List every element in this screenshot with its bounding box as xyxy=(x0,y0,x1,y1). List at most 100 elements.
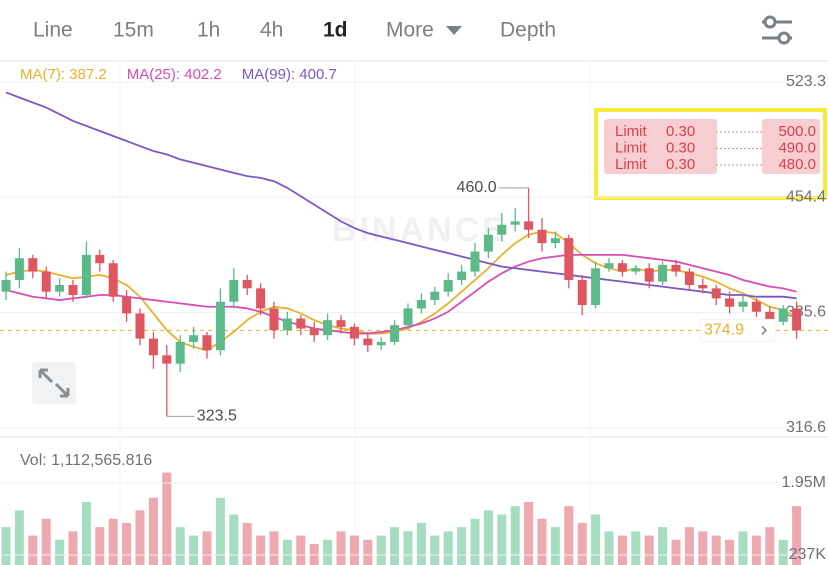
candle-body xyxy=(564,238,574,280)
volume-bar xyxy=(591,514,601,565)
candle-body xyxy=(577,279,587,306)
candle-body xyxy=(349,326,359,339)
volume-bar xyxy=(162,472,172,565)
volume-bar xyxy=(256,535,266,565)
limit-price: 500.0 xyxy=(778,123,816,140)
candle-body xyxy=(135,313,145,339)
volume-bar xyxy=(510,506,520,565)
candle-body xyxy=(81,254,91,296)
volume-bar xyxy=(269,531,279,565)
candle-body xyxy=(403,308,413,326)
expand-button[interactable] xyxy=(32,362,76,404)
limit-qty: 0.30 xyxy=(666,123,695,140)
volume-bar xyxy=(430,535,440,565)
limit-bg-right xyxy=(762,119,820,174)
candle-body xyxy=(189,335,199,342)
volume-bar xyxy=(403,531,413,565)
volume-bar xyxy=(363,539,373,565)
high-label: 460.0 xyxy=(457,179,497,196)
volume-label: Vol: 1,112,565.816 xyxy=(20,452,152,469)
candle-body xyxy=(363,338,373,346)
tab[interactable]: Line xyxy=(33,19,73,42)
tab[interactable]: Depth xyxy=(500,19,556,42)
tab[interactable]: 4h xyxy=(260,19,283,42)
candle-body xyxy=(1,279,11,292)
volume-bar xyxy=(122,522,132,565)
candle-body xyxy=(725,298,735,307)
y-tick-label: 385.6 xyxy=(786,304,826,321)
volume-bar xyxy=(497,514,507,565)
dropdown-arrow xyxy=(446,26,462,35)
volume-bar xyxy=(416,522,426,565)
volume-bar xyxy=(765,527,775,565)
candle-body xyxy=(336,320,346,327)
candle-body xyxy=(711,288,721,299)
candle-body xyxy=(631,268,641,272)
candle-body xyxy=(229,279,239,302)
last-price-chevron xyxy=(761,325,768,335)
candle-body xyxy=(537,229,547,244)
candle-body xyxy=(162,355,172,364)
last-price-label: 374.9 xyxy=(704,322,744,339)
volume-bar xyxy=(751,535,761,565)
volume-bar xyxy=(564,506,574,565)
limit-bg-left xyxy=(604,119,717,174)
tab[interactable]: More xyxy=(386,19,434,42)
candle-body xyxy=(108,263,118,297)
candle-body xyxy=(792,308,802,331)
candle-body xyxy=(483,234,493,252)
volume-tick-label: 237K xyxy=(789,546,827,563)
candle-body xyxy=(510,221,520,225)
candle-body xyxy=(765,311,775,322)
limit-label: Limit xyxy=(615,123,648,140)
volume-bar xyxy=(658,527,668,565)
candle-body xyxy=(671,264,681,272)
volume-bar xyxy=(336,531,346,565)
volume-bar xyxy=(644,535,654,565)
tab[interactable]: 15m xyxy=(113,19,154,42)
candle-body xyxy=(443,279,453,292)
limit-label: Limit xyxy=(615,139,648,156)
settings-icon[interactable] xyxy=(762,15,792,45)
candle-body xyxy=(242,279,252,289)
volume-bar xyxy=(28,535,38,565)
y-tick-label: 523.3 xyxy=(786,73,826,90)
volume-bar xyxy=(309,543,319,565)
candle-body xyxy=(591,268,601,306)
candle-body xyxy=(524,221,534,230)
volume-bar xyxy=(390,527,400,565)
volume-bar xyxy=(738,531,748,565)
candle-body xyxy=(550,238,560,244)
candle-body xyxy=(68,284,78,296)
candle-body xyxy=(323,320,333,336)
candle-body xyxy=(215,301,225,351)
volume-bar xyxy=(376,535,386,565)
candle-body xyxy=(14,258,24,280)
volume-bar xyxy=(81,501,91,565)
candle-body xyxy=(416,300,426,309)
candle-body xyxy=(430,291,440,301)
volume-bar xyxy=(135,510,145,565)
limit-price: 480.0 xyxy=(778,156,816,173)
candle-body xyxy=(202,335,212,351)
ma-line xyxy=(5,253,797,335)
tab[interactable]: 1d xyxy=(323,19,348,42)
candle-body xyxy=(282,318,292,331)
candle-body xyxy=(644,268,654,282)
volume-bar xyxy=(349,535,359,565)
volume-bar xyxy=(457,527,467,565)
candle-body xyxy=(28,258,38,272)
limit-price: 490.0 xyxy=(778,139,816,156)
y-tick-label: 316.6 xyxy=(786,419,826,436)
tab[interactable]: 1h xyxy=(197,19,220,42)
volume-bar xyxy=(684,527,694,565)
candle-body xyxy=(390,325,400,342)
volume-bar xyxy=(68,531,78,565)
candle-body xyxy=(175,341,185,364)
candle-body xyxy=(684,271,694,285)
ma-legend: MA(7): 387.2 xyxy=(20,66,107,83)
volume-bar xyxy=(175,527,185,565)
low-label: 323.5 xyxy=(197,408,237,425)
volume-bar xyxy=(711,535,721,565)
